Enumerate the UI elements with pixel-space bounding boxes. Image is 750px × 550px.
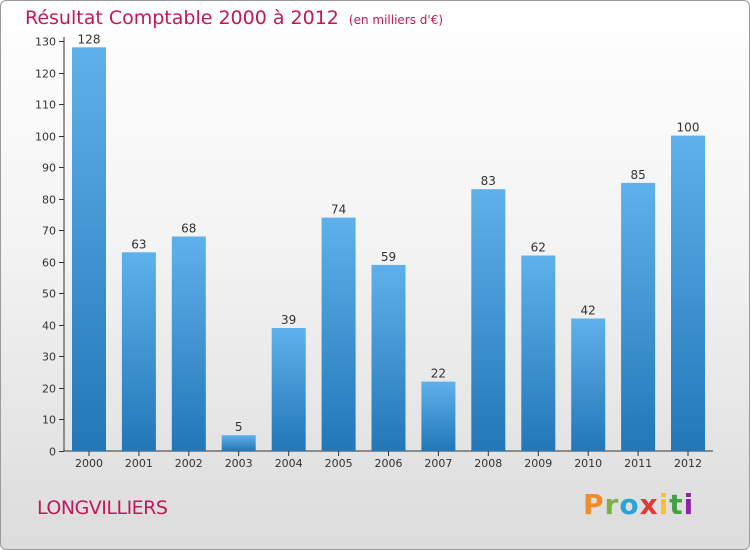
title-text: Résultat Comptable 2000 à 2012 bbox=[25, 7, 339, 29]
data-label: 62 bbox=[531, 241, 546, 255]
x-tick-label: 2000 bbox=[75, 457, 103, 470]
x-tick-label: 2010 bbox=[574, 457, 602, 470]
data-label: 63 bbox=[131, 237, 146, 251]
x-tick-label: 2012 bbox=[674, 457, 702, 470]
data-label: 5 bbox=[235, 420, 243, 434]
proxiti-logo: Proxiti bbox=[583, 488, 694, 521]
data-label: 42 bbox=[581, 304, 596, 318]
logo-letter: i bbox=[683, 488, 695, 521]
x-tick-label: 2004 bbox=[275, 457, 303, 470]
bar-2003 bbox=[221, 435, 256, 451]
data-label: 100 bbox=[677, 121, 700, 135]
data-label: 22 bbox=[431, 367, 446, 381]
data-label: 83 bbox=[481, 174, 496, 188]
bar-2000 bbox=[72, 47, 106, 452]
x-tick-label: 2001 bbox=[125, 457, 153, 470]
data-label: 59 bbox=[381, 250, 396, 264]
bars bbox=[72, 47, 705, 452]
bar-2001 bbox=[121, 252, 156, 451]
logo-letter: o bbox=[619, 488, 640, 521]
chart-subtitle: (en milliers d'€) bbox=[348, 13, 444, 27]
bar-2007 bbox=[421, 381, 456, 451]
y-tick-label: 0 bbox=[49, 446, 56, 459]
data-label: 39 bbox=[281, 313, 296, 327]
y-tick-label: 130 bbox=[35, 36, 56, 49]
chart-title: Résultat Comptable 2000 à 2012 (en millie… bbox=[25, 7, 443, 29]
y-tick-label: 50 bbox=[42, 288, 56, 301]
logo-letter: P bbox=[583, 488, 605, 521]
bar-2010 bbox=[571, 318, 606, 451]
city-name: LONGVILLIERS bbox=[37, 497, 168, 519]
y-tick-label: 110 bbox=[35, 99, 56, 112]
data-label: 74 bbox=[331, 203, 346, 217]
data-label: 68 bbox=[181, 222, 196, 236]
x-tick-label: 2008 bbox=[474, 457, 502, 470]
data-labels: 128 63 68 5 39 74 59 22 83 62 42 85 100 bbox=[78, 32, 700, 434]
x-tick-label: 2002 bbox=[175, 457, 203, 470]
bar-2006 bbox=[371, 264, 406, 451]
x-tick-label: 2005 bbox=[325, 457, 353, 470]
y-tick-label: 70 bbox=[42, 225, 56, 238]
y-tick-label: 60 bbox=[42, 257, 56, 270]
x-tick-label: 2011 bbox=[624, 457, 652, 470]
logo-letter: r bbox=[604, 488, 620, 521]
y-tick-label: 40 bbox=[42, 320, 56, 333]
x-tick-label: 2003 bbox=[225, 457, 253, 470]
y-tick-label: 90 bbox=[42, 162, 56, 175]
bar-2009 bbox=[521, 255, 556, 451]
x-tick-label: 2007 bbox=[424, 457, 452, 470]
bar-2004 bbox=[271, 328, 306, 451]
bar-2008 bbox=[471, 189, 506, 451]
bar-2011 bbox=[621, 182, 656, 451]
x-tick-label: 2009 bbox=[524, 457, 552, 470]
bar-2012 bbox=[671, 135, 705, 451]
y-tick-label: 80 bbox=[42, 194, 56, 207]
logo-letter: t bbox=[669, 488, 684, 521]
logo-letter: x bbox=[639, 488, 659, 521]
logo-letter: i bbox=[658, 488, 670, 521]
y-tick-label: 10 bbox=[42, 414, 56, 427]
y-tick-label: 30 bbox=[42, 351, 56, 364]
y-tick-label: 100 bbox=[35, 131, 56, 144]
bar-2002 bbox=[171, 236, 206, 451]
data-label: 85 bbox=[630, 168, 645, 182]
bar-2005 bbox=[321, 217, 356, 451]
y-tick-label: 20 bbox=[42, 383, 56, 396]
y-tick-label: 120 bbox=[35, 68, 56, 81]
data-label: 128 bbox=[78, 32, 101, 46]
x-tick-label: 2006 bbox=[375, 457, 403, 470]
